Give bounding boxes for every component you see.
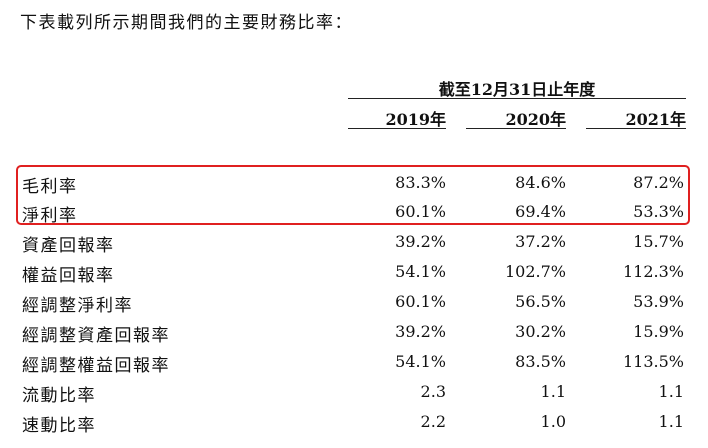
year-header-2020: 2020年 xyxy=(505,110,566,129)
row-value-2020: 56.5% xyxy=(515,292,566,311)
year-rule-2020 xyxy=(466,128,566,129)
row-value-2020: 1.1 xyxy=(540,382,566,401)
row-value-2019: 2.2 xyxy=(420,412,446,431)
intro-text: 下表載列所示期間我們的主要財務比率： xyxy=(20,13,353,33)
row-value-2021: 53.9% xyxy=(633,292,684,311)
row-value-2019: 54.1% xyxy=(395,352,446,371)
row-value-2021: 15.9% xyxy=(633,322,684,341)
table-row-quick-ratio: 速動比率 2.2 1.0 1.1 xyxy=(0,407,708,437)
row-value-2020: 37.2% xyxy=(515,232,566,251)
year-header-2019: 2019年 xyxy=(385,110,446,129)
row-value-2021: 112.3% xyxy=(622,262,684,281)
row-value-2020: 69.4% xyxy=(515,202,566,221)
row-value-2021: 113.5% xyxy=(622,352,684,371)
row-value-2021: 1.1 xyxy=(658,412,684,431)
period-header-rule xyxy=(348,98,686,99)
row-label: 毛利率 xyxy=(22,177,78,197)
row-label: 淨利率 xyxy=(22,206,78,226)
row-value-2021: 1.1 xyxy=(658,382,684,401)
row-label: 經調整權益回報率 xyxy=(22,356,170,376)
year-rule-2021 xyxy=(586,128,686,129)
row-value-2020: 1.0 xyxy=(540,412,566,431)
row-value-2020: 30.2% xyxy=(515,322,566,341)
table-row-adjusted-net-margin: 經調整淨利率 60.1% 56.5% 53.9% xyxy=(0,287,708,317)
row-value-2021: 87.2% xyxy=(633,173,684,192)
row-label: 經調整淨利率 xyxy=(22,296,133,316)
row-value-2021: 15.7% xyxy=(633,232,684,251)
row-label: 權益回報率 xyxy=(22,266,115,286)
row-value-2019: 54.1% xyxy=(395,262,446,281)
table-row-roa: 資產回報率 39.2% 37.2% 15.7% xyxy=(0,227,708,257)
table-row-net-margin: 淨利率 60.1% 69.4% 53.3% xyxy=(0,197,708,227)
table-row-current-ratio: 流動比率 2.3 1.1 1.1 xyxy=(0,377,708,407)
row-value-2020: 83.5% xyxy=(515,352,566,371)
period-header: 截至12月31日止年度 xyxy=(438,80,596,99)
table-row-adjusted-roa: 經調整資產回報率 39.2% 30.2% 15.9% xyxy=(0,317,708,347)
year-rule-2019 xyxy=(348,128,446,129)
row-value-2019: 60.1% xyxy=(395,202,446,221)
row-label: 流動比率 xyxy=(22,386,96,406)
row-value-2020: 84.6% xyxy=(515,173,566,192)
row-value-2019: 39.2% xyxy=(395,232,446,251)
row-value-2019: 39.2% xyxy=(395,322,446,341)
table-row-gross-margin: 毛利率 83.3% 84.6% 87.2% xyxy=(0,168,708,198)
row-value-2020: 102.7% xyxy=(504,262,566,281)
row-label: 速動比率 xyxy=(22,416,96,436)
year-header-2021: 2021年 xyxy=(625,110,686,129)
row-value-2019: 60.1% xyxy=(395,292,446,311)
table-row-adjusted-roe: 經調整權益回報率 54.1% 83.5% 113.5% xyxy=(0,347,708,377)
row-value-2019: 83.3% xyxy=(395,173,446,192)
row-label: 資產回報率 xyxy=(22,236,115,256)
row-value-2021: 53.3% xyxy=(633,202,684,221)
highlight-box xyxy=(16,165,690,225)
row-label: 經調整資產回報率 xyxy=(22,326,170,346)
row-value-2019: 2.3 xyxy=(420,382,446,401)
table-row-roe: 權益回報率 54.1% 102.7% 112.3% xyxy=(0,257,708,287)
